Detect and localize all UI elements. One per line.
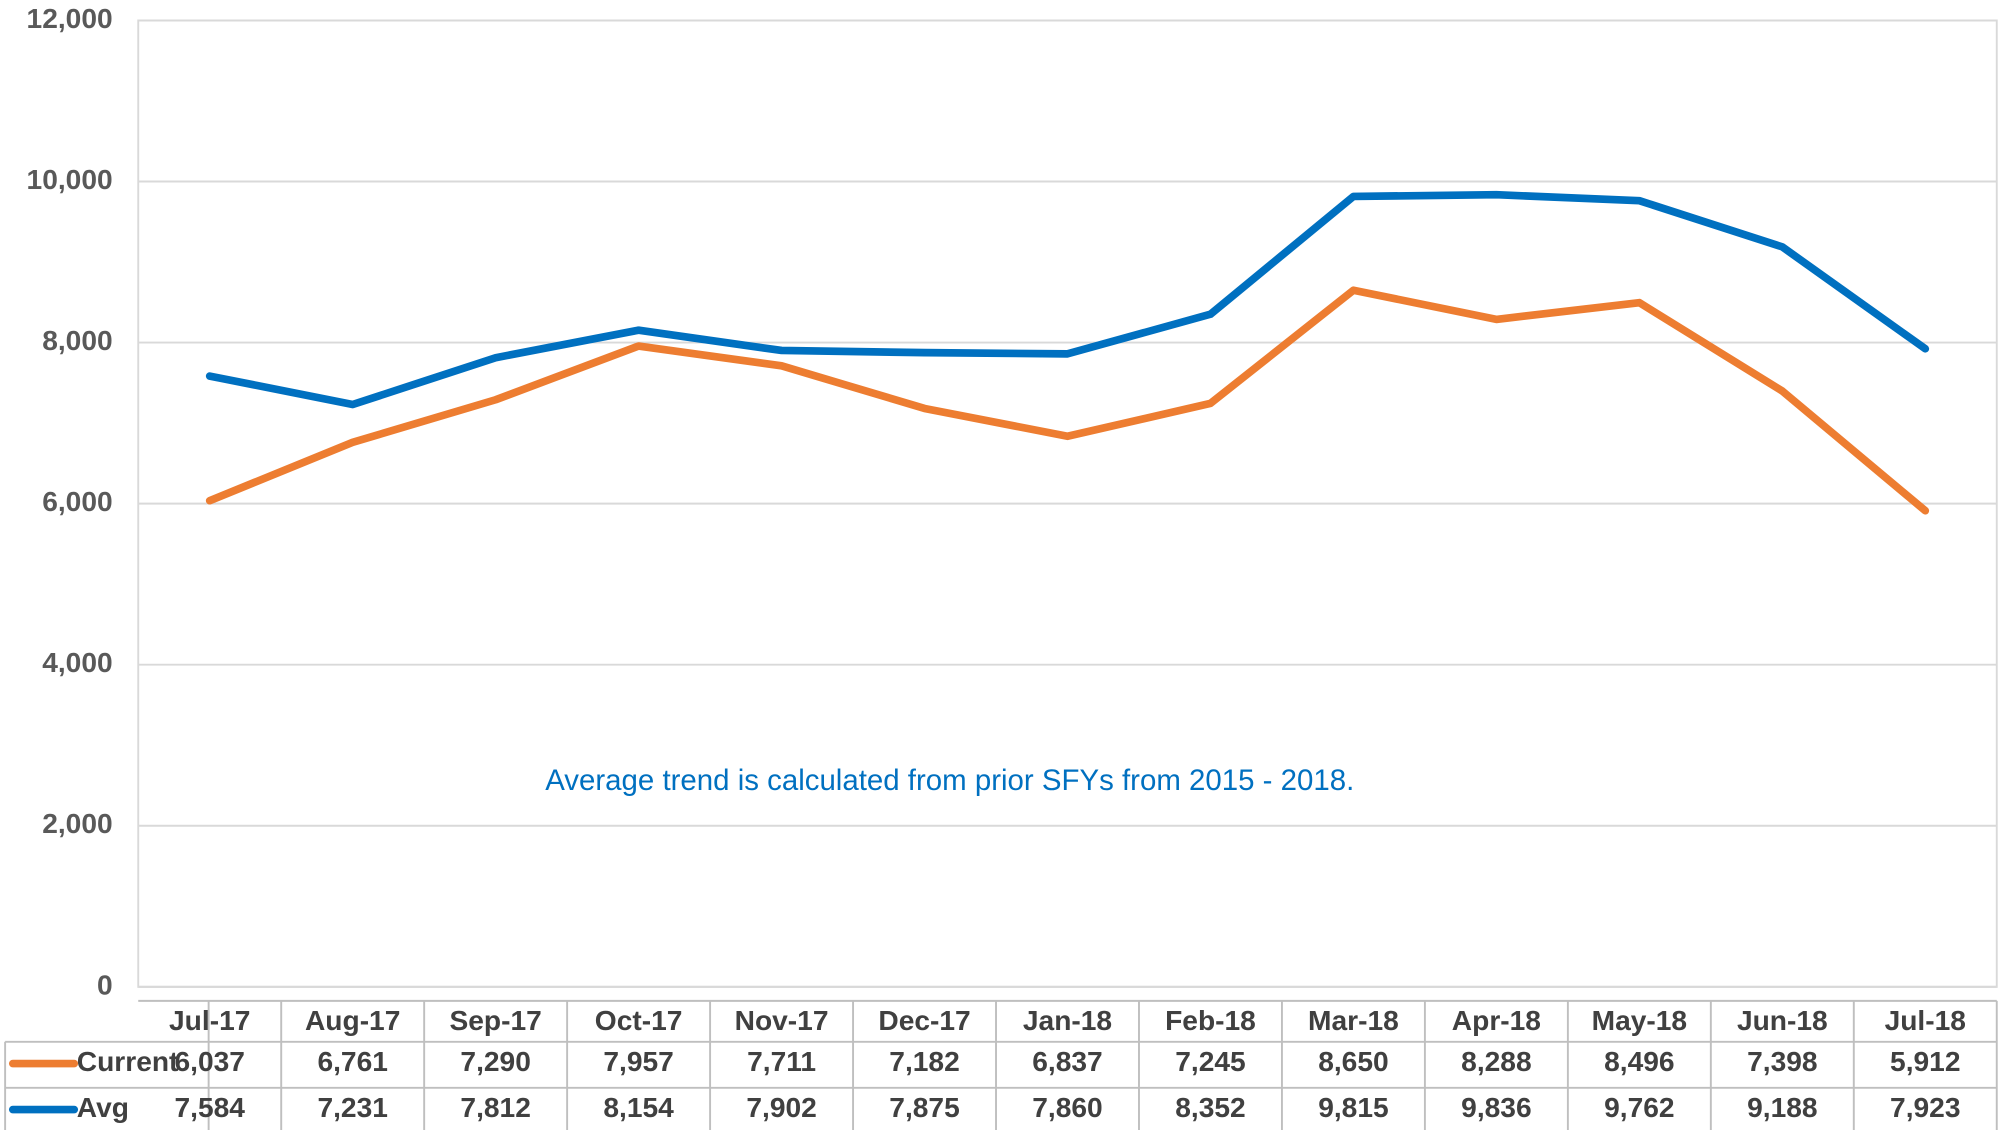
x-tick-label: Jul-18: [1885, 1005, 1966, 1036]
series-line: [205, 286, 1930, 515]
table-value: 7,290: [460, 1046, 530, 1077]
table-value: 9,815: [1318, 1092, 1388, 1123]
y-tick-label: 10,000: [27, 164, 113, 195]
x-tick-label: Mar-18: [1308, 1005, 1399, 1036]
series-line: [205, 190, 1930, 409]
x-tick-label: Oct-17: [595, 1005, 683, 1036]
x-tick-label: Apr-18: [1452, 1005, 1541, 1036]
table-value: 6,837: [1032, 1046, 1102, 1077]
table-value: 6,037: [175, 1046, 245, 1077]
table-value: 7,923: [1890, 1092, 1960, 1123]
table-value: 7,231: [317, 1092, 387, 1123]
x-tick-label: Feb-18: [1165, 1005, 1256, 1036]
x-tick-label: Jun-18: [1737, 1005, 1828, 1036]
table-value: 7,711: [747, 1046, 816, 1077]
y-tick-label: 12,000: [27, 3, 113, 34]
y-tick-label: 8,000: [42, 325, 112, 356]
y-tick-label: 0: [97, 969, 113, 1000]
table-value: 7,398: [1747, 1046, 1817, 1077]
table-value: 7,245: [1175, 1046, 1245, 1077]
table-value: 8,650: [1318, 1046, 1388, 1077]
annotation: Average trend is calculated from prior S…: [545, 764, 1354, 797]
table-value: 7,957: [603, 1046, 673, 1077]
x-tick-label: May-18: [1592, 1005, 1687, 1036]
table-value: 7,584: [175, 1092, 246, 1123]
table-value: 9,188: [1747, 1092, 1817, 1123]
x-tick-label: Aug-17: [305, 1005, 400, 1036]
legend-label: Avg: [77, 1092, 129, 1123]
plot-frame: [137, 19, 1998, 988]
y-tick-label: 2,000: [42, 808, 112, 839]
x-tick-label: Sep-17: [449, 1005, 541, 1036]
table-value: 5,912: [1890, 1046, 1960, 1077]
table-value: 9,836: [1461, 1092, 1531, 1123]
table-value: 7,860: [1032, 1092, 1102, 1123]
legend-label: Current: [77, 1046, 179, 1077]
x-tick-label: Jan-18: [1023, 1005, 1112, 1036]
y-tick-label: 4,000: [42, 647, 112, 678]
table-value: 7,875: [889, 1092, 959, 1123]
table-value: 7,812: [460, 1092, 530, 1123]
x-tick-label: Jul-17: [169, 1005, 250, 1036]
table-value: 8,496: [1604, 1046, 1674, 1077]
table-value: 8,154: [603, 1092, 674, 1123]
table-value: 8,288: [1461, 1046, 1531, 1077]
table-value: 6,761: [317, 1046, 387, 1077]
table-value: 7,902: [746, 1092, 816, 1123]
table-value: 9,762: [1604, 1092, 1674, 1123]
x-tick-label: Nov-17: [735, 1005, 829, 1036]
table-value: 8,352: [1175, 1092, 1245, 1123]
table-value: 7,182: [889, 1046, 959, 1077]
x-tick-label: Dec-17: [878, 1005, 970, 1036]
y-tick-label: 6,000: [42, 486, 112, 517]
